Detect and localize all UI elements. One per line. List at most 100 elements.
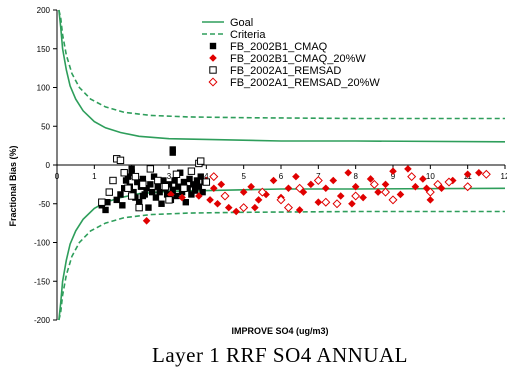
data-point — [210, 184, 218, 193]
data-point — [199, 188, 206, 196]
data-point — [187, 167, 196, 175]
data-point — [224, 203, 233, 212]
x-axis-title: IMPROVE SO4 (ug/m3) — [231, 326, 328, 336]
data-point — [154, 183, 161, 190]
data-point — [374, 188, 382, 196]
y-tick-label: 100 — [37, 84, 51, 93]
data-point — [143, 185, 150, 192]
data-point — [321, 197, 331, 207]
data-point — [292, 172, 300, 181]
data-point — [102, 206, 109, 214]
data-point — [180, 178, 188, 186]
data-point — [156, 188, 163, 196]
data-point — [184, 185, 191, 192]
x-tick-label: 6 — [279, 172, 284, 181]
x-tick-label: 10 — [426, 172, 435, 181]
data-point — [388, 195, 398, 205]
goal-line — [58, 9, 506, 143]
data-point — [178, 193, 186, 202]
data-point — [314, 198, 323, 206]
data-point — [121, 185, 128, 192]
data-point — [195, 183, 203, 190]
data-point — [171, 177, 178, 184]
data-point — [307, 180, 315, 189]
x-tick-label: 5 — [241, 172, 246, 181]
data-point — [195, 192, 203, 200]
data-point — [145, 204, 152, 211]
data-point — [152, 194, 160, 201]
x-tick-label: 0 — [55, 172, 60, 181]
data-point — [329, 176, 338, 185]
data-point — [463, 170, 472, 179]
data-point — [254, 196, 263, 204]
data-point — [247, 182, 255, 191]
data-point — [173, 192, 180, 200]
y-tick-label: -50 — [38, 200, 50, 209]
data-point — [322, 184, 330, 193]
data-point — [158, 200, 165, 207]
data-point — [180, 184, 188, 192]
data-point — [149, 188, 156, 196]
data-point — [407, 172, 417, 182]
data-point — [381, 180, 390, 189]
criteria-line — [58, 9, 505, 120]
legend-label: FB_2002B1_CMAQ_20%W — [230, 53, 366, 65]
y-tick-label: -150 — [34, 277, 51, 286]
x-tick-label: 4 — [204, 172, 209, 181]
data-point — [239, 203, 249, 213]
data-point — [193, 177, 201, 184]
x-tick-label: 1 — [92, 172, 97, 181]
data-point — [239, 188, 248, 196]
data-point — [213, 199, 222, 208]
data-point — [135, 199, 143, 206]
legend-swatch — [209, 54, 217, 62]
data-point — [336, 192, 345, 200]
data-point — [120, 169, 128, 177]
chart-caption: Layer 1 RRF SO4 ANNUAL — [152, 343, 408, 367]
y-tick-label: -200 — [34, 316, 51, 325]
data-point — [262, 190, 270, 199]
data-point — [202, 178, 211, 186]
data-point — [351, 191, 361, 201]
data-point — [154, 176, 162, 185]
data-point — [128, 165, 135, 173]
data-point — [134, 178, 141, 186]
data-point — [142, 217, 151, 225]
data-point — [188, 191, 195, 198]
plot-area: 200150100500-50-100-150-2000123456789101… — [34, 6, 507, 325]
data-point — [160, 177, 167, 184]
data-point — [127, 192, 136, 200]
legend-label: FB_2002A1_REMSAD_20%W — [230, 77, 380, 89]
data-point — [175, 183, 182, 190]
legend-label: FB_2002A1_REMSAD — [230, 65, 341, 77]
data-point — [257, 187, 267, 197]
data-point — [190, 181, 197, 188]
legend-swatch — [209, 66, 217, 74]
data-point — [283, 203, 293, 213]
data-point — [122, 177, 130, 184]
y-tick-label: 0 — [46, 161, 51, 170]
legend: GoalCriteriaFB_2002B1_CMAQFB_2002B1_CMAQ… — [202, 17, 380, 89]
data-point — [404, 165, 412, 173]
data-point — [147, 181, 154, 188]
data-point — [191, 187, 199, 194]
data-point — [177, 169, 184, 176]
data-point — [344, 168, 352, 177]
data-point — [269, 176, 278, 185]
data-point — [369, 179, 379, 189]
data-point — [475, 168, 483, 177]
data-point — [448, 176, 457, 185]
data-point — [209, 172, 219, 182]
data-point — [389, 167, 397, 175]
data-point — [117, 191, 124, 198]
data-point — [359, 193, 367, 202]
data-point — [332, 199, 342, 209]
data-point — [313, 175, 323, 186]
data-point — [433, 179, 443, 189]
y-tick-label: 150 — [37, 45, 51, 54]
data-point — [217, 180, 226, 189]
data-point — [396, 190, 405, 199]
goal-line — [58, 187, 506, 321]
data-point — [116, 156, 125, 165]
data-point — [113, 196, 120, 204]
